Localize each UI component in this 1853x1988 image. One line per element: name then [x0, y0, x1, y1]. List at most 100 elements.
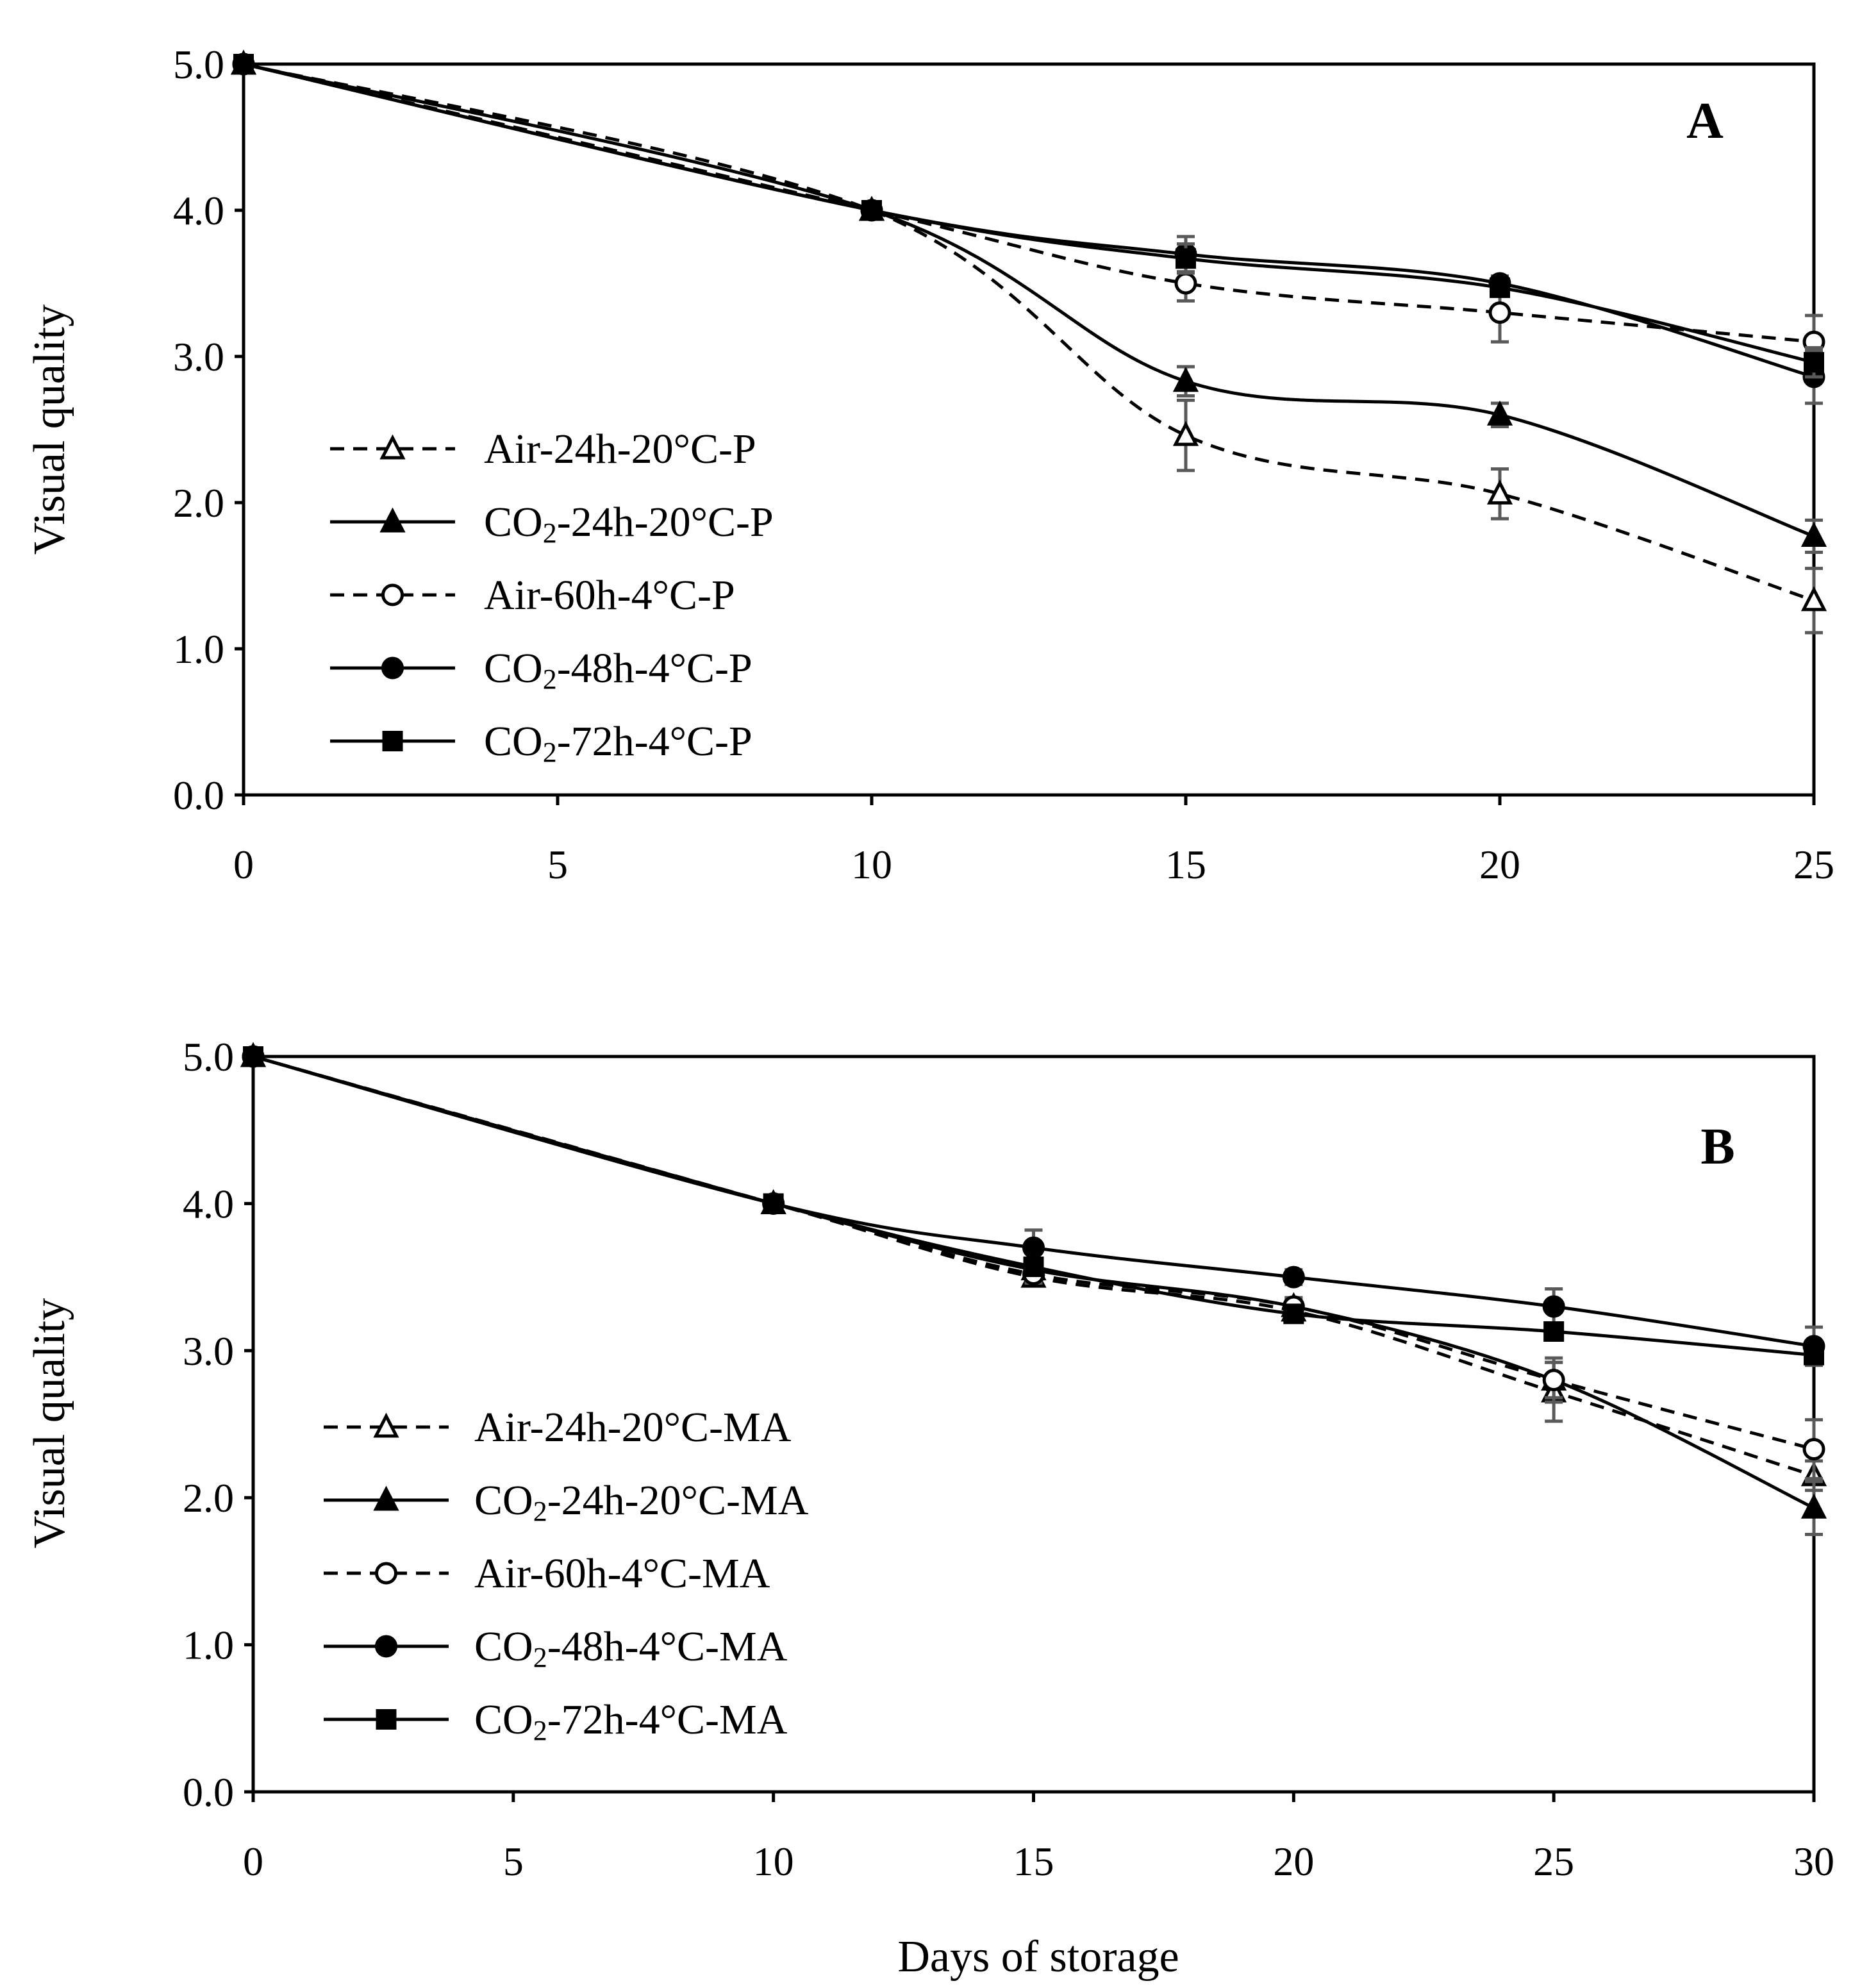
- legend-label-prefix: CO: [484, 499, 543, 546]
- x-tick-label: 10: [753, 1839, 794, 1884]
- data-point: [1804, 1344, 1824, 1366]
- legend-label-suffix: -60h-4°C-P: [540, 572, 735, 619]
- legend-label: CO2-24h-20°C-MA: [474, 1477, 809, 1527]
- legend-label: Air-24h-20°C-P: [484, 426, 756, 472]
- y-axis-title: Visual quality: [25, 1298, 74, 1548]
- legend-label: CO2-24h-20°C-P: [484, 499, 774, 549]
- legend-item: Air-60h-4°C-MA: [324, 1550, 770, 1597]
- x-tick-label: 10: [851, 842, 892, 887]
- legend-label: Air-60h-4°C-P: [484, 572, 735, 619]
- legend-label-suffix: -72h-4°C-P: [557, 718, 752, 765]
- data-point: [1023, 1257, 1044, 1278]
- legend-label-suffix: -24h-20°C-P: [540, 426, 756, 472]
- y-tick-label: 2.0: [183, 1475, 234, 1521]
- y-tick-label: 2.0: [173, 480, 224, 526]
- data-point: [1283, 1303, 1304, 1324]
- legend-label-suffix: -48h-4°C-P: [557, 645, 752, 692]
- legend-label: CO2-48h-4°C-MA: [474, 1623, 788, 1673]
- legend-label-subscript: 2: [543, 737, 557, 768]
- legend-item: CO2-48h-4°C-P: [330, 645, 752, 695]
- data-point: [1488, 301, 1511, 324]
- legend-label-subscript: 2: [543, 664, 557, 695]
- legend-label-prefix: CO: [474, 1477, 533, 1524]
- legend-label-suffix: -24h-20°C-MA: [547, 1477, 809, 1524]
- data-point: [243, 1046, 263, 1067]
- x-tick-label: 25: [1793, 842, 1834, 887]
- data-point: [1174, 272, 1197, 295]
- legend-label-suffix: -60h-4°C-MA: [530, 1550, 770, 1597]
- y-tick-label: 0.0: [173, 773, 224, 818]
- x-tick-label: 15: [1165, 842, 1206, 887]
- y-tick-label: 3.0: [173, 334, 224, 380]
- y-tick-label: 5.0: [183, 1034, 234, 1080]
- legend-label: CO2-72h-4°C-P: [484, 718, 752, 768]
- data-point: [233, 54, 254, 74]
- legend-label-suffix: -48h-4°C-MA: [547, 1623, 788, 1670]
- legend-marker: [381, 583, 404, 606]
- x-tick-label: 20: [1479, 842, 1520, 887]
- y-tick-label: 0.0: [183, 1769, 234, 1815]
- data-point: [1176, 248, 1196, 269]
- y-tick-label: 3.0: [183, 1328, 234, 1374]
- y-axis-title: Visual quality: [25, 305, 74, 555]
- data-point: [763, 1193, 784, 1214]
- x-tick-label: 5: [547, 842, 568, 887]
- legend-label-prefix: Air: [474, 1550, 531, 1597]
- legend-label-prefix: Air: [484, 572, 540, 619]
- legend-marker: [379, 434, 406, 460]
- series-line: [243, 62, 1815, 603]
- x-tick-label: 0: [233, 842, 254, 887]
- x-tick-label: 0: [243, 1839, 263, 1884]
- legend-label: Air-24h-20°C-MA: [474, 1404, 792, 1451]
- legend-label-prefix: CO: [484, 645, 543, 692]
- legend-marker: [373, 1412, 399, 1438]
- legend-label-prefix: CO: [474, 1696, 533, 1743]
- x-tick-label: 20: [1273, 1839, 1314, 1884]
- legend: Air-24h-20°C-PCO2-24h-20°C-PAir-60h-4°C-…: [330, 426, 774, 768]
- legend-item: CO2-24h-20°C-P: [330, 499, 774, 549]
- panel-label: B: [1700, 1119, 1734, 1175]
- legend-label-suffix: -24h-20°C-P: [557, 499, 774, 546]
- data-point: [1022, 1236, 1045, 1259]
- legend-item: Air-60h-4°C-P: [330, 572, 735, 619]
- legend-label-suffix: -24h-20°C-MA: [530, 1404, 792, 1451]
- legend-marker: [379, 507, 406, 533]
- legend-label-prefix: Air: [474, 1404, 531, 1451]
- series-line: [253, 1055, 1815, 1357]
- panel-a: 0.0 1.0 2.0 3.0 4.0 5.0 0 5 10 15 20 25 Visual quali…: [25, 42, 1834, 887]
- x-tick-label: 30: [1793, 1839, 1834, 1884]
- data-point: [861, 200, 882, 221]
- data-point: [1800, 1493, 1827, 1519]
- legend-marker: [376, 1709, 397, 1730]
- legend-label-prefix: CO: [474, 1623, 533, 1670]
- x-tick-label: 25: [1533, 1839, 1574, 1884]
- x-tick-label: 15: [1013, 1839, 1054, 1884]
- series-5: [243, 1046, 1824, 1366]
- series-5: [233, 54, 1824, 379]
- legend-label: CO2-48h-4°C-P: [484, 645, 752, 695]
- x-tick-label: 5: [503, 1839, 524, 1884]
- legend-item: CO2-72h-4°C-P: [330, 718, 752, 768]
- data-point: [1486, 400, 1513, 426]
- legend-item: CO2-48h-4°C-MA: [324, 1623, 788, 1673]
- legend-item: Air-24h-20°C-MA: [324, 1404, 792, 1451]
- legend-label: CO2-72h-4°C-MA: [474, 1696, 788, 1746]
- legend-label-suffix: -72h-4°C-MA: [547, 1696, 788, 1743]
- legend-marker: [375, 1635, 397, 1658]
- data-point: [1802, 1437, 1825, 1460]
- y-tick-label: 1.0: [173, 626, 224, 672]
- legend-label-prefix: Air: [484, 426, 540, 472]
- legend-item: CO2-72h-4°C-MA: [324, 1696, 788, 1746]
- legend-label-prefix: CO: [484, 718, 543, 765]
- legend-label-subscript: 2: [543, 517, 557, 549]
- series-line: [243, 62, 1815, 538]
- legend: Air-24h-20°C-MACO2-24h-20°C-MAAir-60h-4°…: [324, 1404, 809, 1746]
- panel-b: 0.0 1.0 2.0 3.0 4.0 5.0 0 5 10 15 20 25 30 Visual qua…: [25, 1034, 1834, 1884]
- y-tick-label: 4.0: [173, 188, 224, 233]
- legend-label: Air-60h-4°C-MA: [474, 1550, 770, 1597]
- legend-item: CO2-24h-20°C-MA: [324, 1477, 809, 1527]
- data-point: [1542, 1295, 1565, 1318]
- legend-item: Air-24h-20°C-P: [330, 426, 756, 472]
